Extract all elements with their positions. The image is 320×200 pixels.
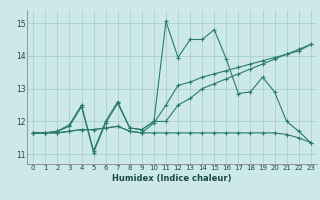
X-axis label: Humidex (Indice chaleur): Humidex (Indice chaleur)	[112, 174, 232, 183]
